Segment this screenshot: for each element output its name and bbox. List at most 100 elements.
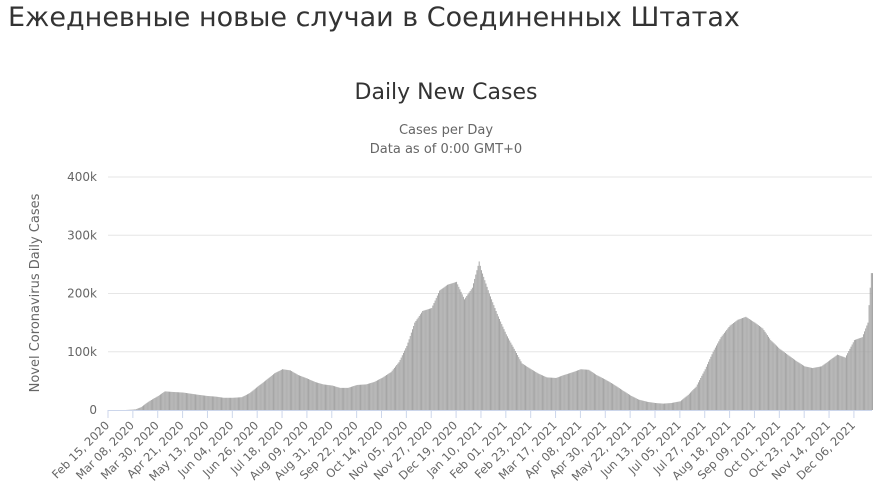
bar [794,359,795,410]
bar [754,322,756,410]
chart-title: Daily New Cases [355,80,538,105]
bar [505,334,507,410]
bar [268,377,270,410]
bar [180,392,182,410]
bar [500,321,502,410]
bar [728,326,730,410]
bar [312,381,314,410]
bar [855,339,857,410]
bar [234,397,236,410]
bar [230,397,232,410]
bar [282,369,284,410]
bar [869,287,871,410]
bar [633,397,635,410]
y-tick-label: 0 [89,403,97,417]
bar [720,337,722,410]
bar [430,308,432,410]
bar [607,381,609,410]
bar [700,377,702,410]
bar [367,383,369,410]
bar [688,393,690,410]
bar [596,375,598,410]
bar [471,287,473,410]
bar [136,408,138,410]
bar [173,392,175,410]
bar [416,319,418,410]
bar [306,378,308,410]
bar [473,283,475,410]
bar [211,396,213,410]
bar [159,394,161,410]
bar [372,382,374,410]
bar [865,328,867,410]
bar [859,338,861,410]
bar [241,397,243,410]
bar [540,374,542,410]
bar [830,359,832,410]
bar [545,376,547,410]
bar [187,393,189,410]
bar [541,375,543,410]
bar [560,376,562,410]
bar [263,381,265,410]
bar [279,370,281,410]
bar [636,398,638,410]
bar [569,373,571,410]
chart-subtitle-cases-per-day: Cases per Day [399,123,493,138]
bar [476,270,478,410]
bar [395,366,397,410]
bar [309,379,311,410]
bar [816,367,818,410]
bar [432,305,434,410]
bar [671,402,673,410]
bar [435,298,437,410]
bar [575,370,577,410]
bar [531,369,533,410]
bar [668,403,670,410]
bar [782,351,784,410]
bar [669,403,671,410]
bar [769,338,771,410]
bar [482,273,484,410]
bar [670,403,672,410]
bar [656,403,658,410]
bar [152,399,154,410]
bar [678,401,680,410]
bar [343,387,345,410]
bar [574,371,576,410]
bar [227,397,229,410]
bar [552,377,554,410]
bar [818,366,820,410]
bar [853,340,855,410]
bar [601,377,603,410]
bar [206,395,208,410]
bar [451,283,453,410]
bar [364,384,366,410]
bar [436,295,438,410]
bar [534,371,536,410]
bar [448,284,450,410]
bar [452,282,454,410]
bar [292,371,294,410]
bar [551,377,552,410]
bar [311,380,313,410]
bar [872,273,873,410]
bar [402,352,404,410]
chart-subtitle-data-as-of: Data as of 0:00 GMT+0 [370,142,522,157]
bar [318,383,320,410]
bar [537,373,539,410]
bar [532,370,534,410]
bar [514,350,516,410]
bar [840,355,842,410]
bar [139,407,141,410]
bar [513,348,515,410]
bar [512,346,514,410]
bar [353,386,355,410]
bar [522,364,524,410]
bar [747,318,749,410]
bar [386,375,387,410]
bar [825,362,827,410]
bar [519,359,521,410]
bar [846,355,847,410]
bar [405,348,407,410]
